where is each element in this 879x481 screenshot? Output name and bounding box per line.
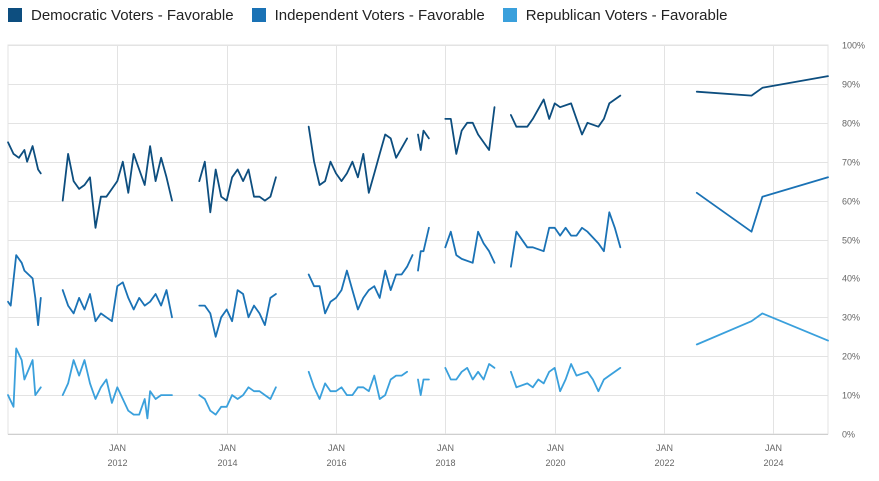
independent-series-line <box>7 254 42 327</box>
x-tick-year: 2020 <box>545 458 565 468</box>
independent-series-line <box>307 254 414 315</box>
legend-label: Republican Voters - Favorable <box>525 6 728 24</box>
y-tick-label: 40% <box>842 274 860 284</box>
independent-series-line <box>61 281 173 323</box>
republican-series-line <box>198 386 277 416</box>
x-tick-month: JAN <box>328 443 345 453</box>
independent-series-line <box>444 230 496 264</box>
democratic-series-line <box>417 129 430 151</box>
y-tick-label: 30% <box>842 313 860 323</box>
independent-series-line <box>509 211 622 268</box>
independent-series-line <box>198 289 277 338</box>
y-tick-label: 10% <box>842 391 860 401</box>
x-tick-year: 2024 <box>763 458 783 468</box>
x-tick-year: 2012 <box>107 458 127 468</box>
x-tick-year: 2018 <box>435 458 455 468</box>
x-tick-month: JAN <box>656 443 673 453</box>
republican-series-line <box>417 378 430 397</box>
democratic-series-line <box>307 125 409 194</box>
legend-swatch <box>502 8 517 22</box>
y-tick-label: 70% <box>842 158 860 168</box>
democratic-series-line <box>509 94 622 136</box>
plot-area <box>7 44 829 435</box>
republican-series-line <box>509 363 622 393</box>
x-tick-month: JAN <box>765 443 782 453</box>
republican-series-line <box>444 363 496 381</box>
democratic-series-line <box>61 145 173 229</box>
y-tick-label: 100% <box>842 41 865 51</box>
democratic-series-line <box>444 106 496 155</box>
independent-recent-line <box>695 176 829 233</box>
legend-item[interactable]: Independent Voters - Favorable <box>251 6 485 24</box>
republican-series-line <box>307 370 409 400</box>
democratic-series-line <box>198 160 277 214</box>
y-tick-label: 20% <box>842 352 860 362</box>
republican-series-line <box>61 359 173 420</box>
x-tick-year: 2014 <box>217 458 237 468</box>
legend-label: Democratic Voters - Favorable <box>31 6 234 24</box>
x-tick-month: JAN <box>437 443 454 453</box>
x-tick-year: 2022 <box>654 458 674 468</box>
democratic-recent-line <box>695 75 829 97</box>
x-tick-year: 2016 <box>326 458 346 468</box>
independent-series-line <box>417 226 430 272</box>
legend-label: Independent Voters - Favorable <box>274 6 485 24</box>
republican-recent-line <box>695 312 829 346</box>
y-tick-label: 80% <box>842 119 860 129</box>
legend-item[interactable]: Republican Voters - Favorable <box>502 6 728 24</box>
x-tick-month: JAN <box>547 443 564 453</box>
democratic-series-line <box>7 141 42 175</box>
legend-swatch <box>8 8 22 22</box>
x-tick-month: JAN <box>109 443 126 453</box>
y-tick-label: 0% <box>842 430 855 440</box>
republican-series-line <box>7 347 42 408</box>
legend-swatch <box>251 8 266 22</box>
x-tick-month: JAN <box>219 443 236 453</box>
y-tick-label: 90% <box>842 80 860 90</box>
chart-legend: Democratic Voters - Favorable Independent… <box>8 4 728 26</box>
y-tick-label: 50% <box>842 236 860 246</box>
legend-item[interactable]: Democratic Voters - Favorable <box>8 7 234 24</box>
y-tick-label: 60% <box>842 197 860 207</box>
